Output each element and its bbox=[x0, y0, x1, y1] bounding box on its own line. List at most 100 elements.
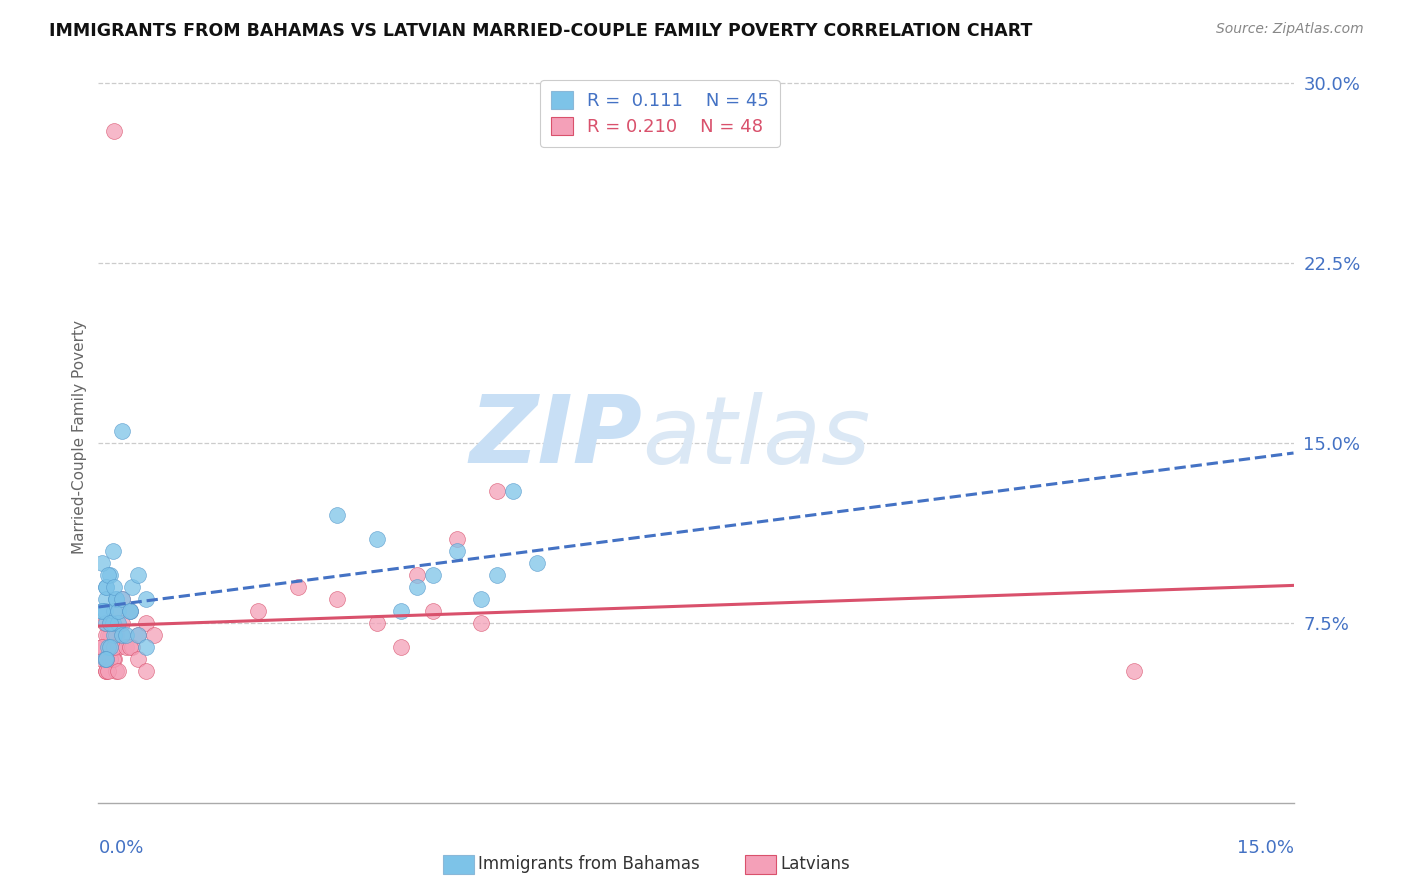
Point bbox=[104, 591, 127, 606]
Point bbox=[97, 628, 120, 642]
Point bbox=[143, 628, 166, 642]
Point bbox=[120, 640, 142, 654]
Point bbox=[470, 591, 492, 606]
Point bbox=[115, 640, 138, 654]
Point bbox=[115, 628, 138, 642]
Point bbox=[91, 640, 114, 654]
Text: ZIP: ZIP bbox=[470, 391, 643, 483]
Point bbox=[98, 568, 122, 582]
Point bbox=[111, 628, 134, 642]
Point bbox=[94, 652, 117, 666]
Point bbox=[127, 628, 149, 642]
Point bbox=[246, 604, 269, 618]
Point bbox=[111, 615, 134, 630]
Point bbox=[422, 568, 444, 582]
Text: 0.0%: 0.0% bbox=[98, 839, 143, 857]
Point bbox=[470, 615, 492, 630]
Point bbox=[91, 604, 114, 618]
Point bbox=[485, 483, 508, 498]
Point bbox=[127, 652, 149, 666]
Point bbox=[103, 604, 125, 618]
Point bbox=[446, 532, 468, 546]
Point bbox=[98, 615, 122, 630]
Point bbox=[98, 652, 122, 666]
Point bbox=[111, 424, 134, 438]
Point bbox=[104, 628, 127, 642]
Point bbox=[94, 615, 117, 630]
Point bbox=[111, 628, 134, 642]
Point bbox=[91, 604, 114, 618]
Point bbox=[96, 664, 118, 678]
Text: Source: ZipAtlas.com: Source: ZipAtlas.com bbox=[1216, 22, 1364, 37]
Legend: R =  0.111    N = 45, R = 0.210    N = 48: R = 0.111 N = 45, R = 0.210 N = 48 bbox=[540, 80, 780, 147]
Point bbox=[135, 591, 157, 606]
Point bbox=[103, 604, 125, 618]
Point bbox=[485, 568, 508, 582]
Point bbox=[98, 640, 122, 654]
Text: IMMIGRANTS FROM BAHAMAS VS LATVIAN MARRIED-COUPLE FAMILY POVERTY CORRELATION CHA: IMMIGRANTS FROM BAHAMAS VS LATVIAN MARRI… bbox=[49, 22, 1032, 40]
Point bbox=[104, 664, 127, 678]
Point bbox=[96, 580, 118, 594]
Point bbox=[91, 556, 114, 570]
Point bbox=[98, 628, 122, 642]
Point bbox=[101, 615, 124, 630]
Point bbox=[103, 124, 125, 138]
Point bbox=[135, 640, 157, 654]
Point bbox=[107, 615, 129, 630]
Point bbox=[91, 640, 114, 654]
Point bbox=[96, 615, 118, 630]
Point bbox=[406, 568, 429, 582]
Point bbox=[366, 615, 388, 630]
Point bbox=[502, 483, 524, 498]
Point bbox=[94, 640, 117, 654]
Point bbox=[120, 604, 142, 618]
Point bbox=[98, 615, 122, 630]
Point bbox=[120, 604, 142, 618]
Point bbox=[120, 604, 142, 618]
Point bbox=[103, 652, 125, 666]
Point bbox=[107, 640, 129, 654]
Point bbox=[366, 532, 388, 546]
Text: Immigrants from Bahamas: Immigrants from Bahamas bbox=[478, 855, 700, 873]
Point bbox=[111, 591, 134, 606]
Point bbox=[101, 544, 124, 558]
Point bbox=[121, 580, 143, 594]
Point bbox=[1123, 664, 1146, 678]
Point bbox=[121, 640, 143, 654]
Point bbox=[96, 652, 118, 666]
Point bbox=[446, 544, 468, 558]
Point bbox=[96, 628, 118, 642]
Text: atlas: atlas bbox=[643, 392, 870, 483]
Y-axis label: Married-Couple Family Poverty: Married-Couple Family Poverty bbox=[72, 320, 87, 554]
Point bbox=[103, 628, 125, 642]
Point bbox=[101, 652, 124, 666]
Point bbox=[96, 580, 118, 594]
Point bbox=[287, 580, 309, 594]
Point bbox=[406, 580, 429, 594]
Point bbox=[135, 615, 157, 630]
Point bbox=[389, 640, 412, 654]
Point bbox=[96, 640, 118, 654]
Point bbox=[107, 664, 129, 678]
Point bbox=[94, 604, 117, 618]
Point bbox=[127, 568, 149, 582]
Point bbox=[97, 568, 120, 582]
Point bbox=[97, 664, 120, 678]
Point bbox=[101, 615, 124, 630]
Point bbox=[526, 556, 548, 570]
Text: 15.0%: 15.0% bbox=[1236, 839, 1294, 857]
Point bbox=[135, 664, 157, 678]
Point bbox=[422, 604, 444, 618]
Point bbox=[96, 591, 118, 606]
Point bbox=[107, 604, 129, 618]
Point bbox=[127, 628, 149, 642]
Point bbox=[389, 604, 412, 618]
Point bbox=[97, 640, 120, 654]
Point bbox=[111, 591, 134, 606]
Point bbox=[96, 652, 118, 666]
Point bbox=[91, 652, 114, 666]
Point bbox=[326, 591, 349, 606]
Point bbox=[103, 580, 125, 594]
Text: Latvians: Latvians bbox=[780, 855, 851, 873]
Point bbox=[96, 664, 118, 678]
